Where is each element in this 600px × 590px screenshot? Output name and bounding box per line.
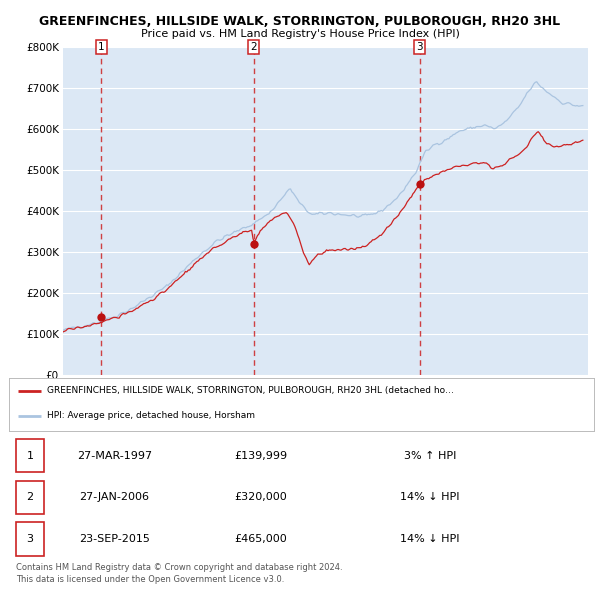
Text: 14% ↓ HPI: 14% ↓ HPI [400, 493, 460, 503]
Text: 1: 1 [26, 451, 34, 461]
Text: GREENFINCHES, HILLSIDE WALK, STORRINGTON, PULBOROUGH, RH20 3HL: GREENFINCHES, HILLSIDE WALK, STORRINGTON… [40, 15, 560, 28]
Text: £320,000: £320,000 [234, 493, 287, 503]
Text: 3: 3 [26, 534, 34, 544]
FancyBboxPatch shape [16, 522, 44, 556]
Text: 14% ↓ HPI: 14% ↓ HPI [400, 534, 460, 544]
Text: 2: 2 [250, 42, 257, 52]
Text: Price paid vs. HM Land Registry's House Price Index (HPI): Price paid vs. HM Land Registry's House … [140, 29, 460, 38]
Text: GREENFINCHES, HILLSIDE WALK, STORRINGTON, PULBOROUGH, RH20 3HL (detached ho…: GREENFINCHES, HILLSIDE WALK, STORRINGTON… [47, 386, 454, 395]
Text: £139,999: £139,999 [234, 451, 287, 461]
Text: HPI: Average price, detached house, Horsham: HPI: Average price, detached house, Hors… [47, 411, 255, 420]
Text: 2: 2 [26, 493, 34, 503]
Text: 1: 1 [98, 42, 104, 52]
Text: 23-SEP-2015: 23-SEP-2015 [79, 534, 150, 544]
Text: £465,000: £465,000 [234, 534, 287, 544]
FancyBboxPatch shape [16, 481, 44, 514]
Text: 27-MAR-1997: 27-MAR-1997 [77, 451, 152, 461]
Text: Contains HM Land Registry data © Crown copyright and database right 2024.
This d: Contains HM Land Registry data © Crown c… [16, 563, 343, 584]
Text: 27-JAN-2006: 27-JAN-2006 [79, 493, 149, 503]
FancyBboxPatch shape [16, 439, 44, 473]
Text: 3% ↑ HPI: 3% ↑ HPI [404, 451, 457, 461]
Text: 3: 3 [416, 42, 423, 52]
